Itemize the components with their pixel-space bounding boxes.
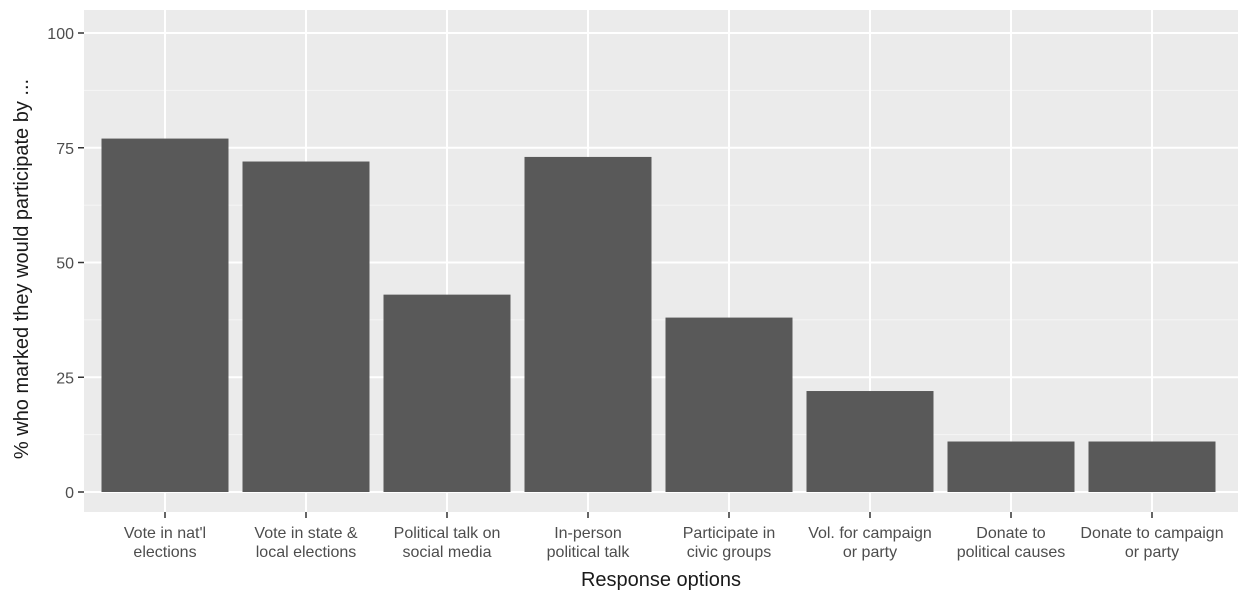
x-tick-label-line: elections — [133, 544, 196, 561]
bar-3 — [524, 156, 652, 492]
x-tick-label-line: Vote in state & — [254, 525, 358, 542]
x-axis-title: Response options — [581, 569, 741, 591]
y-axis: 0 25 50 75 100 — [47, 26, 84, 502]
y-tick-label: 25 — [56, 370, 74, 387]
y-tick-label: 50 — [56, 256, 74, 273]
bar-0 — [101, 138, 229, 492]
x-tick-label-line: civic groups — [687, 544, 771, 561]
x-tick-label-line: social media — [403, 544, 492, 561]
bar-5 — [806, 391, 934, 492]
x-tick-label-line: or party — [843, 544, 897, 561]
x-tick-label: Political talk on social media — [394, 525, 501, 561]
x-tick-label-line: Political talk on — [394, 525, 501, 542]
y-tick-label: 75 — [56, 141, 74, 158]
y-tick-label: 100 — [47, 26, 74, 43]
x-tick-label: Vote in state & local elections — [254, 525, 358, 561]
x-tick-label-line: Donate to campaign — [1080, 525, 1223, 542]
x-tick-label-line: In-person — [554, 525, 622, 542]
y-axis-title: % who marked they would participate by .… — [11, 79, 33, 459]
bar-2 — [383, 294, 511, 492]
bar-6 — [947, 441, 1075, 492]
x-tick-label: Donate to political causes — [957, 525, 1066, 561]
bar-4 — [665, 317, 793, 492]
bar-7 — [1088, 441, 1216, 492]
x-tick-label-line: Vol. for campaign — [808, 525, 932, 542]
x-tick-label: Participate in civic groups — [683, 525, 776, 561]
x-tick-label: Vol. for campaign or party — [808, 525, 932, 561]
x-tick-label-line: Vote in nat'l — [124, 525, 206, 542]
bar-1 — [242, 161, 370, 492]
x-tick-label: Vote in nat'l elections — [124, 525, 206, 561]
x-tick-label: In-person political talk — [547, 525, 631, 561]
x-tick-label-line: political talk — [547, 544, 631, 561]
x-tick-label-line: or party — [1125, 544, 1179, 561]
y-tick-label: 0 — [65, 485, 74, 502]
x-axis: Vote in nat'l elections Vote in state & loc… — [124, 512, 1224, 561]
x-tick-label-line: local elections — [256, 544, 357, 561]
x-tick-label: Donate to campaign or party — [1080, 525, 1223, 561]
x-tick-label-line: Donate to — [976, 525, 1045, 542]
x-tick-label-line: Participate in — [683, 525, 776, 542]
bar-layer — [101, 138, 1216, 492]
x-tick-label-line: political causes — [957, 544, 1066, 561]
